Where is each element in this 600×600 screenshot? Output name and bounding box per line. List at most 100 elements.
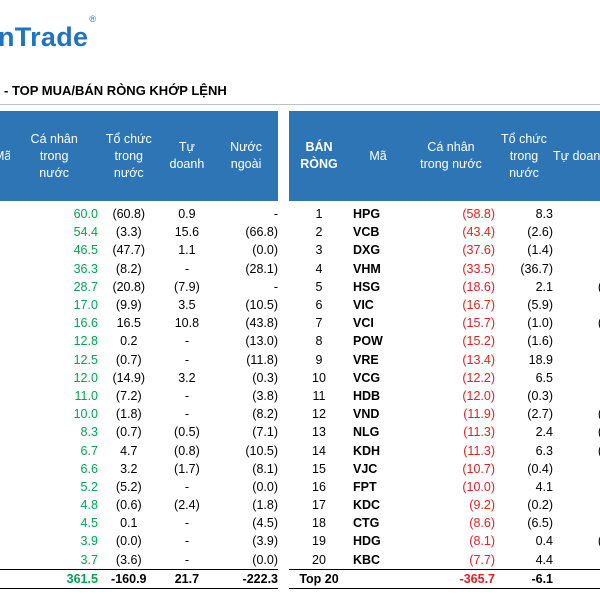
buy-tu-doanh-cell: (0.8)	[174, 443, 200, 458]
sell-row: 7 VCI (15.7) (1.0)(0	[289, 314, 600, 332]
sell-code-cell: VCB	[353, 225, 380, 240]
sell-tu-doanh-cell: (0	[553, 314, 600, 332]
sell-row: 9 VRE (13.4) 18.91	[289, 351, 600, 369]
sell-row: 8 POW (15.2) (1.6)1	[289, 332, 600, 350]
buy-row: 54.4 (3.3) 15.6 (66.8)	[0, 223, 278, 241]
sell-rank-cell: 10	[312, 370, 326, 385]
sell-row: 5 HSG (18.6) 2.1(0	[289, 278, 600, 296]
sell-row: 10 VCG (12.2) 6.5	[289, 369, 600, 387]
buy-to-chuc-cell: (3.3)	[115, 225, 142, 240]
header-to-chuc: Tổ chức trong nước	[97, 111, 160, 201]
buy-row: 4.8 (0.6) (2.4) (1.8)	[0, 496, 278, 514]
sell-to-chuc-cell: (1.4)	[527, 243, 553, 258]
sell-tu-doanh-cell: (0	[553, 405, 600, 423]
sell-row: 12 VND (11.9) (2.7)(0	[289, 405, 600, 423]
buy-row: 46.5 (47.7) 1.1 (0.0)	[0, 241, 278, 259]
header-ca-nhan-right: Cá nhân trong nước	[407, 111, 495, 201]
header-to-chuc-right-line-3: nước	[509, 165, 539, 180]
buy-code-cell	[0, 369, 10, 387]
buy-nuoc-ngoai-cell: (10.5)	[245, 298, 278, 313]
buy-to-chuc-cell: (0.7)	[115, 352, 142, 367]
sell-rank-cell: 19	[312, 534, 326, 549]
sell-to-chuc-cell: (2.7)	[527, 407, 553, 422]
sell-tu-doanh-cell	[553, 369, 600, 387]
sell-code-cell: KBC	[353, 552, 381, 567]
buy-row: 12.5 (0.7) - (11.8)	[0, 351, 278, 369]
sell-to-chuc-cell: (1.0)	[527, 316, 553, 331]
header-tu-doanh-line-1: Tự	[178, 140, 195, 154]
sell-rank-cell: 16	[312, 479, 326, 494]
buy-nuoc-ngoai-cell: (0.0)	[252, 552, 278, 567]
header-tu-doanh-line-2: doanh	[169, 157, 205, 171]
buy-nuoc-ngoai-cell: -	[273, 207, 278, 222]
buy-nuoc-ngoai-cell: (0.0)	[252, 243, 278, 258]
sell-code-cell: POW	[353, 334, 383, 349]
sell-tu-doanh-cell: 5	[553, 223, 600, 241]
sell-tu-doanh-cell: 1	[553, 351, 600, 369]
sell-ca-nhan-cell: (8.1)	[469, 534, 495, 549]
sell-code-cell: HPG	[353, 207, 381, 222]
buy-row: 3.7 (3.6) - (0.0)	[0, 551, 278, 570]
sell-total-code-cell	[349, 568, 407, 589]
buy-row: 6.6 3.2 (1.7) (8.1)	[0, 460, 278, 478]
header-to-chuc-right-line-2: trong	[509, 148, 539, 163]
sell-tu-doanh-cell: (0	[553, 441, 600, 459]
sell-rank-cell: 14	[312, 443, 326, 458]
buy-ca-nhan-cell: 6.7	[80, 443, 98, 458]
buy-code-cell	[0, 332, 10, 350]
buy-row: 5.2 (5.2) - (0.0)	[0, 478, 278, 496]
sell-rank-cell: 4	[315, 261, 323, 276]
sell-rank-cell: 1	[315, 207, 323, 222]
buy-to-chuc-cell: (20.8)	[112, 279, 146, 294]
buy-nuoc-ngoai-cell: (1.8)	[252, 498, 278, 513]
sell-code-cell: KDH	[353, 443, 381, 458]
sell-row: 11 HDB (12.0) (0.3)4	[289, 387, 600, 405]
sell-total-label: Top 20	[289, 568, 349, 589]
buy-row: 10.0 (1.8) - (8.2)	[0, 405, 278, 423]
buy-ca-nhan-cell: 3.7	[80, 552, 98, 567]
sell-to-chuc-cell: 18.9	[528, 352, 553, 367]
sell-code-cell: KDC	[353, 498, 381, 513]
buy-to-chuc-cell: 0.2	[120, 334, 138, 349]
sell-ca-nhan-cell: (8.6)	[469, 516, 495, 531]
buy-code-cell	[0, 201, 10, 223]
sell-tu-doanh-cell	[553, 241, 600, 259]
sell-row: 3 DXG (37.6) (1.4)	[289, 241, 600, 259]
buy-tu-doanh-cell: 10.8	[174, 316, 200, 331]
header-to-chuc-line-1: Tổ chức	[105, 131, 152, 146]
buy-nuoc-ngoai-cell: (13.0)	[245, 334, 278, 349]
buy-tu-doanh-cell: -	[184, 388, 189, 403]
sell-rank-cell: 3	[315, 243, 323, 258]
sell-tu-doanh-cell: 1	[553, 332, 600, 350]
buy-to-chuc-cell: (8.2)	[115, 261, 142, 276]
sell-to-chuc-cell: 4.1	[535, 479, 553, 494]
sell-code-cell: VND	[353, 407, 380, 422]
sell-row: 20 KBC (7.7) 4.4	[289, 551, 600, 570]
sell-total-row: Top 20 -365.7-6.14	[289, 568, 600, 589]
buy-tu-doanh-cell: 0.9	[178, 207, 196, 222]
sell-rank-cell: 12	[312, 407, 326, 422]
sell-ca-nhan-cell: (16.7)	[462, 298, 495, 313]
buy-row: 17.0 (9.9) 3.5 (10.5)	[0, 296, 278, 314]
header-nuoc-ngoai-line-2: ngoài	[230, 157, 262, 171]
sell-rank-cell: 15	[312, 461, 326, 476]
header-ca-nhan-right-line-2: trong nước	[420, 157, 482, 171]
brand-logo: nTrade®	[0, 14, 96, 53]
buy-code-cell	[0, 496, 10, 514]
buy-to-chuc-cell: 3.2	[120, 461, 138, 476]
buy-nuoc-ngoai-cell: (8.1)	[252, 461, 278, 476]
sell-row: 1 HPG (58.8) 8.39	[289, 201, 600, 223]
buy-to-chuc-cell: 16.5	[116, 316, 141, 331]
sell-code-cell: VIC	[353, 298, 374, 313]
sell-row: 16 FPT (10.0) 4.16	[289, 478, 600, 496]
buy-nuoc-ngoai-cell: (3.8)	[252, 388, 278, 403]
sell-tu-doanh-cell	[553, 551, 600, 570]
buy-to-chuc-cell: (5.2)	[115, 479, 142, 494]
buy-nuoc-ngoai-cell: (8.2)	[252, 407, 278, 422]
buy-code-cell	[0, 532, 10, 550]
sell-tu-doanh-cell: 6	[553, 478, 600, 496]
buy-tu-doanh-cell: (2.4)	[174, 498, 200, 513]
buy-nuoc-ngoai-cell: (0.3)	[252, 370, 278, 385]
buy-ca-nhan-cell: 28.7	[73, 279, 98, 294]
